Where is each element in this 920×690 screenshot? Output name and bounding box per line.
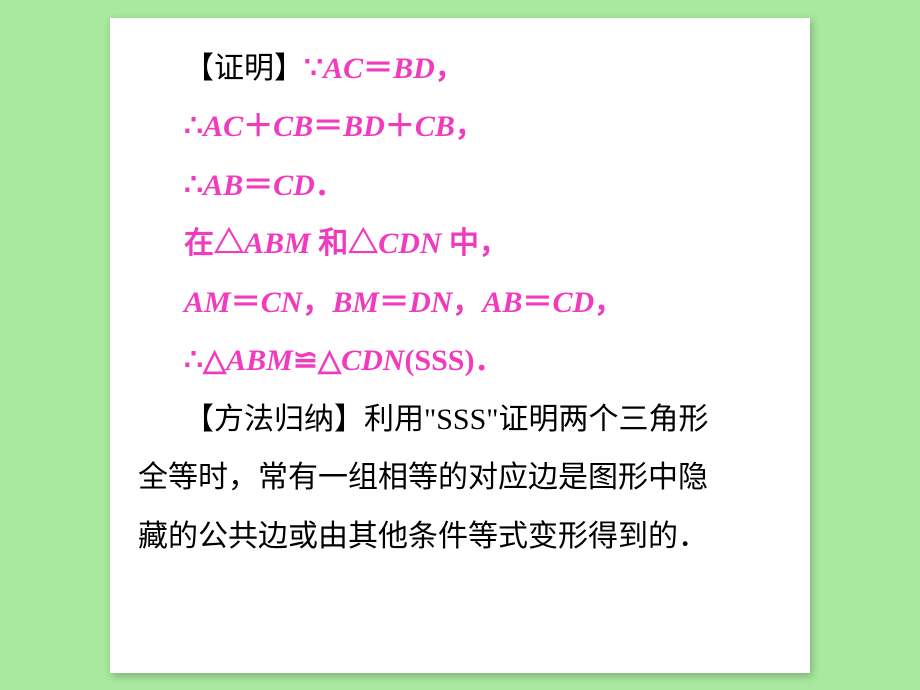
period: ． xyxy=(315,169,345,202)
text-in-triangle: 在△ xyxy=(184,227,244,260)
comma: ， xyxy=(302,286,332,319)
math-ab: AB xyxy=(482,286,522,319)
proof-line-2: ∴AC＋CB＝BD＋CB， xyxy=(120,98,790,157)
therefore-symbol: ∴ xyxy=(184,169,203,202)
comma: ， xyxy=(435,52,465,85)
text-and-triangle: 和△ xyxy=(311,227,379,260)
method-line-2: 全等时，常有一组相等的对应边是图形中隐 xyxy=(120,449,790,508)
eq: ＝ xyxy=(522,286,552,319)
math-bm: BM xyxy=(332,286,379,319)
math-ac: AC xyxy=(323,52,363,85)
therefore-symbol: ∴ xyxy=(184,110,203,143)
proof-line-6: ∴△ABM≌△CDN(SSS)． xyxy=(120,332,790,391)
method-text-2: 全等时，常有一组相等的对应边是图形中隐 xyxy=(138,461,708,494)
plus: ＋ xyxy=(243,110,273,143)
eq: ＝ xyxy=(363,52,393,85)
math-cdn: CDN xyxy=(378,227,441,260)
comma: ， xyxy=(455,110,485,143)
math-cdn: CDN xyxy=(341,344,404,377)
text-zhong: 中， xyxy=(442,227,510,260)
because-symbol: ∵ xyxy=(304,52,323,85)
math-dn: DN xyxy=(409,286,452,319)
math-am: AM xyxy=(184,286,231,319)
proof-label: 【证明】 xyxy=(184,52,304,85)
eq: ＝ xyxy=(243,169,273,202)
proof-line-3: ∴AB＝CD． xyxy=(120,157,790,216)
method-text-1: 利用"SSS"证明两个三角形 xyxy=(364,403,709,436)
math-cb: CB xyxy=(415,110,455,143)
math-cd: CD xyxy=(552,286,594,319)
proof-line-1: 【证明】∵AC＝BD， xyxy=(120,40,790,99)
math-bd: BD xyxy=(343,110,385,143)
text-sss: (SSS)． xyxy=(404,344,504,377)
proof-line-4: 在△ABM 和△CDN 中， xyxy=(120,215,790,274)
eq: ＝ xyxy=(313,110,343,143)
math-ac: AC xyxy=(203,110,243,143)
plus: ＋ xyxy=(385,110,415,143)
math-abm: ABM xyxy=(244,227,311,260)
congruent-symbol: ≌ xyxy=(293,344,318,377)
method-line-3: 藏的公共边或由其他条件等式变形得到的． xyxy=(120,508,790,567)
math-cd: CD xyxy=(273,169,315,202)
math-ab: AB xyxy=(203,169,243,202)
math-cb: CB xyxy=(273,110,313,143)
document-page: 【证明】∵AC＝BD， ∴AC＋CB＝BD＋CB， ∴AB＝CD． 在△ABM … xyxy=(110,18,810,673)
therefore-symbol: ∴△ xyxy=(184,344,226,377)
triangle-symbol: △ xyxy=(318,344,341,377)
comma: ， xyxy=(594,286,624,319)
method-label: 【方法归纳】 xyxy=(184,403,364,436)
method-line-1: 【方法归纳】利用"SSS"证明两个三角形 xyxy=(120,391,790,450)
eq: ＝ xyxy=(379,286,409,319)
math-abm: ABM xyxy=(226,344,293,377)
math-bd: BD xyxy=(393,52,435,85)
math-cn: CN xyxy=(261,286,303,319)
comma: ， xyxy=(452,286,482,319)
eq: ＝ xyxy=(231,286,261,319)
method-text-3: 藏的公共边或由其他条件等式变形得到的． xyxy=(138,520,708,553)
proof-line-5: AM＝CN，BM＝DN，AB＝CD， xyxy=(120,274,790,333)
